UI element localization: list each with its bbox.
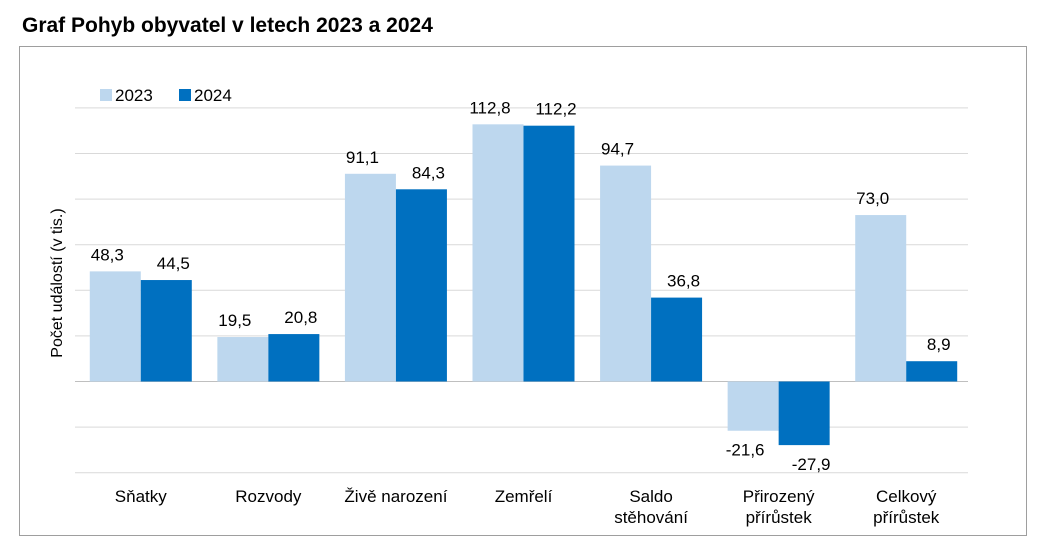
bars bbox=[89, 124, 958, 446]
category-label-3: Zemřelí bbox=[495, 487, 553, 506]
bar-2024-1 bbox=[268, 334, 320, 382]
data-label-2023-0: 48,3 bbox=[91, 245, 124, 264]
category-labels: Sňatky Rozvody Živě narození Zemřelí Saldo st… bbox=[115, 487, 940, 527]
data-label-2024-3: 112,2 bbox=[535, 100, 576, 119]
data-label-2023-4: 94,7 bbox=[601, 140, 634, 159]
category-label-1: Rozvody bbox=[235, 487, 302, 506]
bar-2024-4 bbox=[651, 297, 703, 382]
legend-label-2023: 2023 bbox=[115, 86, 153, 105]
data-label-2023-6: 73,0 bbox=[856, 189, 889, 208]
bar-2024-6 bbox=[906, 361, 958, 382]
bar-2023-3 bbox=[472, 124, 524, 382]
bar-2023-4 bbox=[600, 165, 652, 382]
y-axis-label: Počet událostí (v tis.) bbox=[49, 208, 66, 357]
chart-title: Graf Pohyb obyvatel v letech 2023 a 2024 bbox=[22, 14, 433, 37]
chart-frame bbox=[19, 46, 1027, 536]
legend-swatch-2024 bbox=[179, 89, 191, 101]
category-label-4: Saldo bbox=[629, 487, 672, 506]
bar-2023-5 bbox=[727, 381, 779, 431]
category-label-4: stěhování bbox=[614, 508, 688, 527]
legend-label-2024: 2024 bbox=[194, 86, 232, 105]
data-label-2023-1: 19,5 bbox=[218, 311, 251, 330]
bar-2023-6 bbox=[855, 215, 907, 382]
data-label-2024-6: 8,9 bbox=[927, 335, 951, 354]
bar-2024-0 bbox=[140, 280, 192, 382]
category-label-5: přírůstek bbox=[746, 508, 813, 527]
data-label-2024-0: 44,5 bbox=[157, 254, 190, 273]
bar-2023-1 bbox=[217, 337, 269, 382]
legend-swatch-2023 bbox=[100, 89, 112, 101]
data-label-2023-3: 112,8 bbox=[469, 98, 510, 117]
bar-2024-2 bbox=[395, 189, 447, 382]
data-label-2024-5: -27,9 bbox=[792, 455, 831, 474]
data-label-2024-1: 20,8 bbox=[284, 308, 317, 327]
data-label-2023-5: -21,6 bbox=[726, 441, 765, 460]
bar-2023-2 bbox=[344, 173, 396, 382]
data-label-2024-2: 84,3 bbox=[412, 163, 445, 182]
category-label-2: Živě narození bbox=[344, 487, 447, 506]
data-labels: 48,3 44,5 19,5 20,8 91,1 84,3 112,8 112,2 94,7 36… bbox=[91, 98, 951, 474]
category-label-6: přírůstek bbox=[873, 508, 940, 527]
category-label-6: Celkový bbox=[876, 487, 937, 506]
legend: 2023 2024 bbox=[100, 86, 232, 105]
category-label-5: Přirozený bbox=[743, 487, 815, 506]
data-label-2023-2: 91,1 bbox=[346, 148, 379, 167]
bar-2024-5 bbox=[778, 381, 830, 446]
category-label-0: Sňatky bbox=[115, 487, 167, 506]
data-label-2024-4: 36,8 bbox=[667, 272, 700, 291]
bar-2024-3 bbox=[523, 125, 575, 382]
bar-2023-0 bbox=[89, 271, 141, 382]
